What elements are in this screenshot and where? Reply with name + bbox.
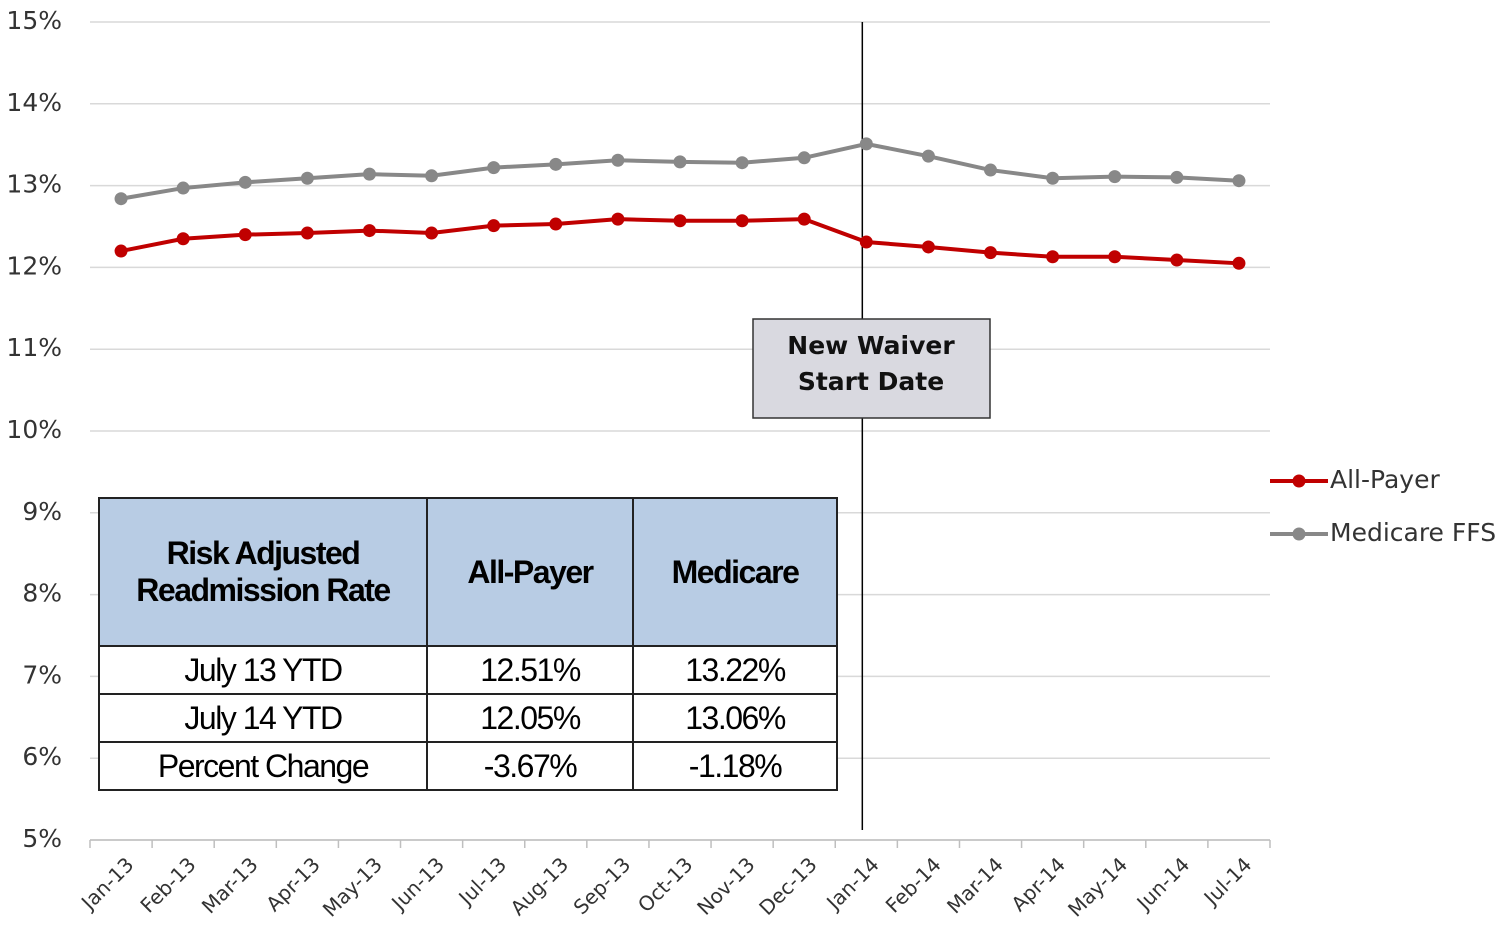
data-point [1170,170,1184,184]
annotation-box [752,318,991,419]
x-tick-label: Apr-14 [1006,852,1070,916]
header-cell: Risk Adjusted Readmission Rate [98,497,428,647]
data-point [549,157,563,171]
series-line [120,141,1240,201]
y-tick-label: 11% [6,333,62,362]
data-point [1046,250,1060,264]
header-cell: All-Payer [426,497,634,647]
table-cell: 13.06% [632,693,838,743]
data-point [176,181,190,195]
legend-marker [1292,527,1306,541]
legend-marker [1292,474,1306,488]
table-cell: -3.67% [426,741,634,791]
x-tick-label: Jun-14 [1131,852,1195,916]
data-point [176,232,190,246]
table-cell: -1.18% [632,741,838,791]
data-point [425,226,439,240]
data-point [984,163,998,177]
table-cell: 12.05% [426,693,634,743]
x-tick-label: Feb-14 [881,852,946,917]
data-point [921,149,935,163]
legend-label: All-Payer [1330,465,1440,494]
data-point [611,212,625,226]
x-tick-label: Jun-13 [385,852,449,916]
data-point [673,214,687,228]
data-point [300,171,314,185]
data-point [1232,174,1246,188]
x-tick-label: Feb-13 [135,852,200,917]
legend-label: Medicare FFS [1330,518,1496,547]
x-tick-label: Aug-13 [506,852,574,920]
table-row: July 14 YTD 12.05% 13.06% [98,693,838,743]
data-point [611,153,625,167]
data-point [859,235,873,249]
data-point [1170,253,1184,267]
data-point [1108,250,1122,264]
data-point [984,246,998,260]
data-point [238,228,252,242]
x-tick-label: Mar-14 [942,852,1008,918]
x-tick-label: Jul-13 [453,852,512,911]
annotation-text: Start Date [798,367,944,396]
data-point [114,244,128,258]
data-point [1232,256,1246,270]
data-point [1046,171,1060,185]
table-header: Risk Adjusted Readmission Rate All-Payer… [98,497,838,647]
data-point [487,161,501,175]
x-tick-label: May-14 [1063,852,1132,921]
y-tick-label: 6% [22,742,62,771]
data-point [362,224,376,238]
data-point [921,240,935,254]
table-cell: 12.51% [426,645,634,695]
data-point [735,156,749,170]
y-tick-label: 15% [6,6,62,35]
data-point [425,169,439,183]
table-cell: Percent Change [98,741,428,791]
data-point [549,217,563,231]
header-cell: Medicare [632,497,838,647]
data-point [735,214,749,228]
data-point [114,192,128,206]
data-point [797,212,811,226]
summary-table: Risk Adjusted Readmission Rate All-Payer… [98,497,838,791]
y-tick-label: 7% [22,660,62,689]
y-tick-label: 12% [6,251,62,280]
data-point [673,155,687,169]
y-tick-label: 5% [22,824,62,853]
data-point [1108,170,1122,184]
table-cell: July 14 YTD [98,693,428,743]
y-tick-label: 8% [22,579,62,608]
x-tick-label: Oct-13 [633,852,698,917]
y-tick-label: 9% [22,497,62,526]
table-row: Percent Change -3.67% -1.18% [98,741,838,791]
data-point [487,219,501,233]
x-tick-label: Apr-13 [261,852,325,916]
table-cell: July 13 YTD [98,645,428,695]
y-tick-label: 10% [6,415,62,444]
x-tick-label: Jan-14 [820,852,883,915]
x-tick-label: Dec-13 [754,852,821,919]
x-tick-label: May-13 [318,852,387,921]
data-point [300,226,314,240]
table-cell: 13.22% [632,645,838,695]
x-tick-label: Jul-14 [1198,852,1257,911]
y-tick-label: 14% [6,88,62,117]
x-tick-label: Jan-13 [75,852,138,915]
annotation-text: New Waiver [787,331,955,360]
data-point [362,167,376,181]
table-row: July 13 YTD 12.51% 13.22% [98,645,838,695]
x-tick-label: Mar-13 [197,852,263,918]
x-tick-label: Sep-13 [569,852,636,919]
x-tick-label: Nov-13 [692,852,759,919]
data-point [859,137,873,151]
y-tick-label: 13% [6,170,62,199]
data-point [238,175,252,189]
data-point [797,151,811,165]
